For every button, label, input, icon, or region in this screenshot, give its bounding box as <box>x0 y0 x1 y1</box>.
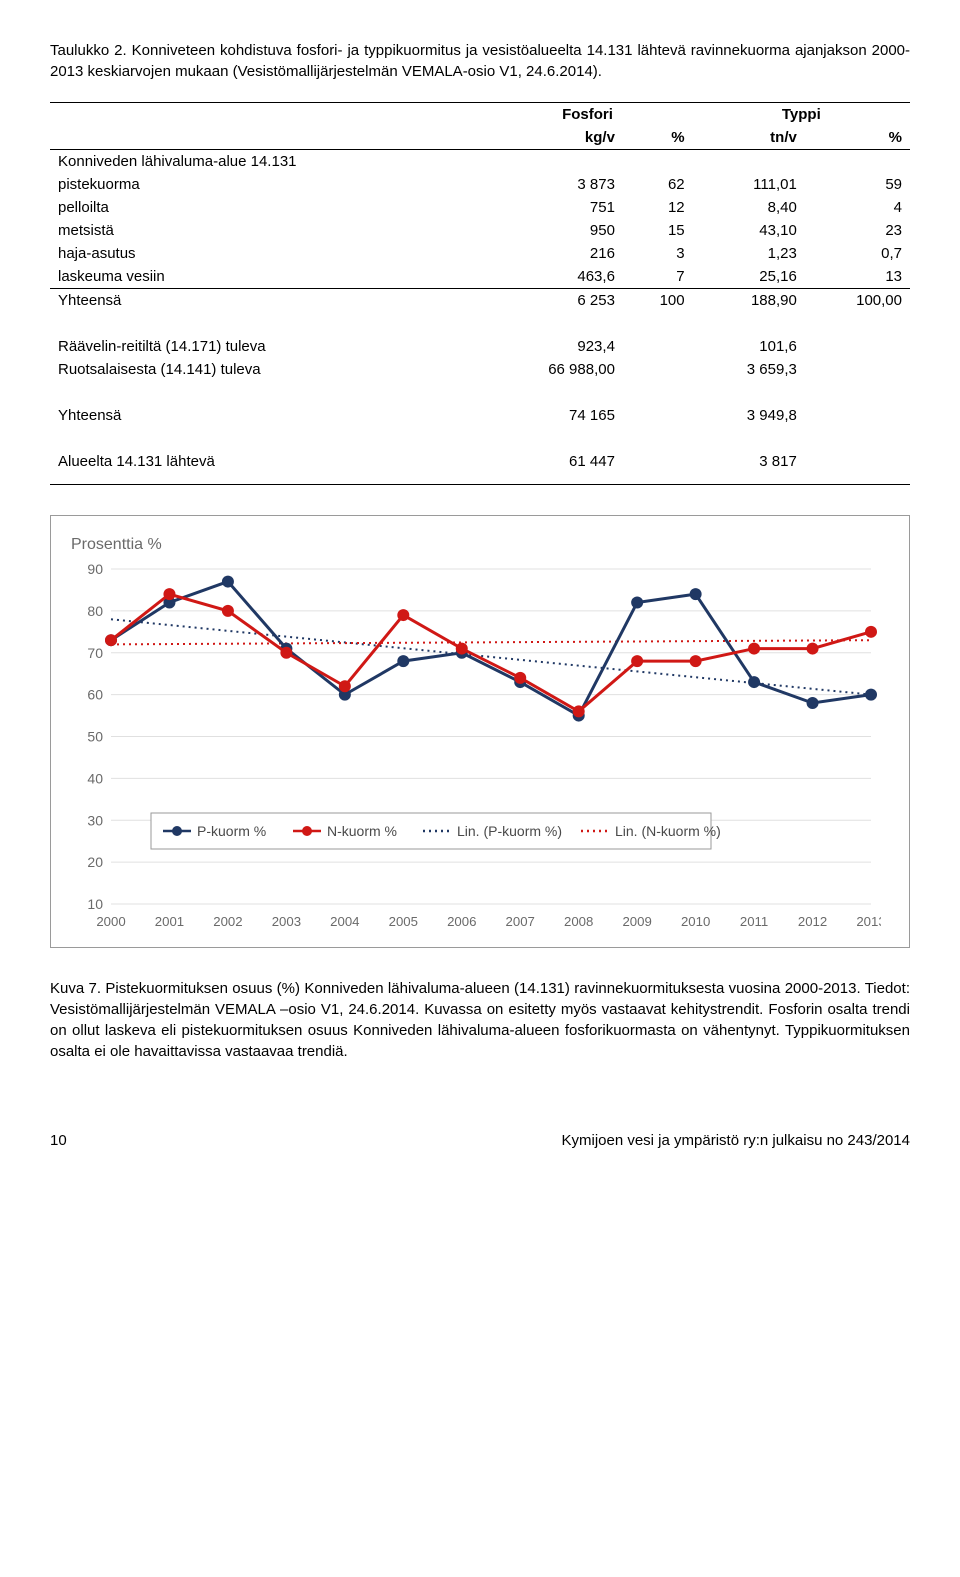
svg-text:2000: 2000 <box>96 914 125 929</box>
col-typpi: Typpi <box>693 103 910 127</box>
chart-y-title: Prosenttia % <box>71 536 889 554</box>
svg-text:40: 40 <box>87 770 103 786</box>
col-fosfori: Fosfori <box>482 103 692 127</box>
row-yht2: Yhteensä <box>50 392 482 438</box>
row-raa: Räävelin-reitiltä (14.171) tuleva <box>50 323 482 358</box>
chart-svg: 10 20 30 40 50 60 70 80 90 2000 2001 2002 2003 2004 20… <box>71 564 881 934</box>
footer-right: Kymijoen vesi ja ympäristö ry:n julkaisu… <box>561 1132 910 1149</box>
svg-text:30: 30 <box>87 812 103 828</box>
row-haja: haja-asutus <box>50 242 482 265</box>
svg-text:2005: 2005 <box>389 914 418 929</box>
table-caption: Taulukko 2. Konniveteen kohdistuva fosfo… <box>50 40 910 82</box>
row-ruo: Ruotsalaisesta (14.141) tuleva <box>50 358 482 392</box>
svg-text:P-kuorm %: P-kuorm % <box>197 823 266 839</box>
col-pct2: % <box>805 126 910 150</box>
col-kgv: kg/v <box>482 126 623 150</box>
svg-text:50: 50 <box>87 729 103 745</box>
svg-text:2008: 2008 <box>564 914 593 929</box>
svg-text:10: 10 <box>87 896 103 912</box>
row-area: Konniveden lähivaluma-alue 14.131 <box>50 150 482 174</box>
row-alue: Alueelta 14.131 lähtevä <box>50 438 482 485</box>
svg-text:2007: 2007 <box>506 914 535 929</box>
svg-text:2012: 2012 <box>798 914 827 929</box>
svg-text:70: 70 <box>87 645 103 661</box>
svg-text:2004: 2004 <box>330 914 359 929</box>
row-mets: metsistä <box>50 219 482 242</box>
svg-text:N-kuorm %: N-kuorm % <box>327 823 397 839</box>
svg-text:2011: 2011 <box>740 914 768 929</box>
svg-text:20: 20 <box>87 854 103 870</box>
svg-text:2001: 2001 <box>155 914 184 929</box>
line-chart: Prosenttia % 10 20 30 40 50 60 70 80 90 2000 2001 2… <box>50 515 910 948</box>
svg-text:Lin. (N-kuorm %): Lin. (N-kuorm %) <box>615 823 721 839</box>
svg-text:2010: 2010 <box>681 914 710 929</box>
row-yht: Yhteensä <box>50 289 482 324</box>
svg-text:2002: 2002 <box>213 914 242 929</box>
svg-text:2013: 2013 <box>856 914 881 929</box>
row-pell: pelloilta <box>50 196 482 219</box>
svg-text:2006: 2006 <box>447 914 476 929</box>
row-lask: laskeuma vesiin <box>50 265 482 289</box>
data-table: Fosfori Typpi kg/v % tn/v % Konniveden l… <box>50 102 910 485</box>
svg-text:90: 90 <box>87 564 103 577</box>
svg-text:Lin. (P-kuorm %): Lin. (P-kuorm %) <box>457 823 562 839</box>
page-number: 10 <box>50 1132 67 1149</box>
svg-text:80: 80 <box>87 603 103 619</box>
col-tnv: tn/v <box>693 126 805 150</box>
col-pct1: % <box>623 126 693 150</box>
figure-caption: Kuva 7. Pistekuormituksen osuus (%) Konn… <box>50 978 910 1062</box>
row-piste: pistekuorma <box>50 173 482 196</box>
svg-text:2003: 2003 <box>272 914 301 929</box>
svg-text:60: 60 <box>87 687 103 703</box>
svg-text:2009: 2009 <box>622 914 651 929</box>
